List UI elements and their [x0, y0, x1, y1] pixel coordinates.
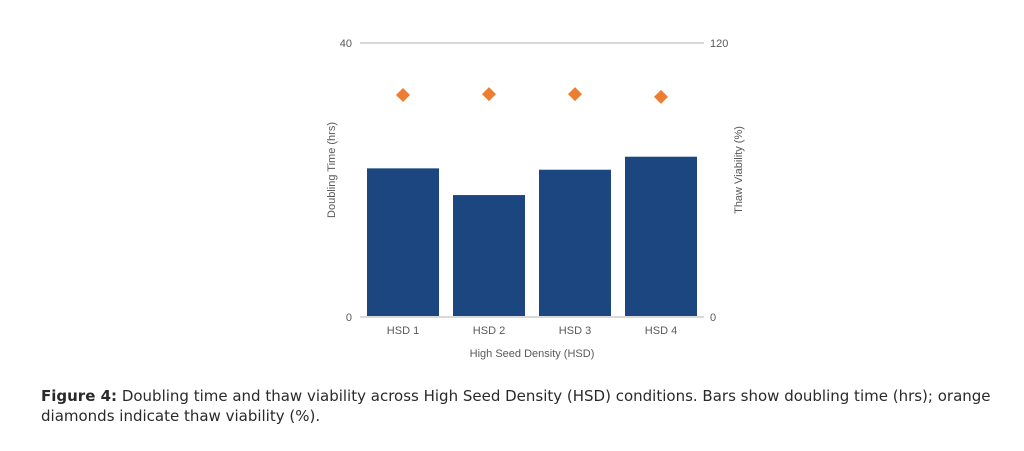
y2-axis-title: Thaw Viability (%)	[733, 126, 745, 214]
figure-caption: Figure 4: Doubling time and thaw viabili…	[41, 386, 991, 426]
x-tick-label: HSD 3	[559, 325, 591, 337]
bar	[625, 156, 697, 317]
diamond-marker	[568, 87, 582, 102]
y-tick-label: 0	[346, 312, 352, 324]
bar-series	[367, 156, 697, 317]
bar	[539, 169, 611, 317]
axes: 0 40 0 120 HSD 1 HSD 2 HSD 3 HSD 4	[340, 38, 729, 337]
x-tick-label: HSD 4	[645, 325, 677, 337]
y2-tick-label: 120	[710, 38, 728, 50]
diamond-marker	[482, 87, 496, 102]
x-axis-title: High Seed Density (HSD)	[470, 348, 595, 360]
y-axis-title: Doubling Time (hrs)	[326, 122, 338, 218]
caption-text: Doubling time and thaw viability across …	[41, 387, 991, 425]
caption-label: Figure 4:	[41, 387, 118, 405]
x-tick-label: HSD 1	[387, 325, 419, 337]
diamond-marker	[396, 88, 410, 103]
y-tick-label: 40	[340, 38, 352, 50]
marker-series	[396, 87, 668, 104]
chart: 0 40 0 120 HSD 1 HSD 2 HSD 3 HSD 4 High Seed De…	[326, 38, 745, 360]
bar	[453, 195, 525, 317]
diamond-marker	[654, 89, 668, 104]
x-tick-label: HSD 2	[473, 325, 505, 337]
y2-tick-label: 0	[710, 312, 716, 324]
bar	[367, 168, 439, 317]
